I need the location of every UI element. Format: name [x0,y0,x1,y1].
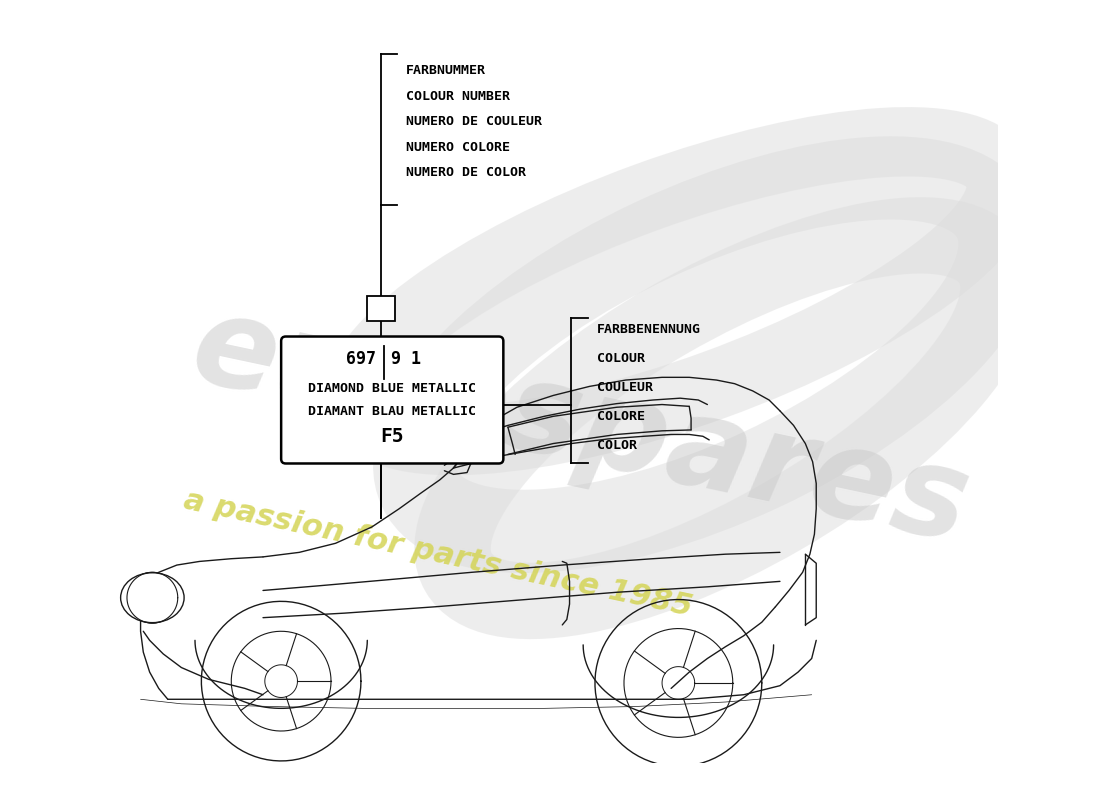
Text: NUMERO COLORE: NUMERO COLORE [406,141,510,154]
Ellipse shape [121,573,184,622]
Text: eurospares: eurospares [182,286,979,569]
Text: a passion for parts since 1985: a passion for parts since 1985 [182,486,695,622]
Text: FARBBENENNUNG: FARBBENENNUNG [597,323,701,336]
Text: F5: F5 [381,426,404,446]
Text: 697: 697 [346,350,376,368]
Text: 9 1: 9 1 [390,350,421,368]
Text: COLOUR: COLOUR [597,352,645,365]
Text: NUMERO DE COULEUR: NUMERO DE COULEUR [406,115,542,128]
Text: NUMERO DE COLOR: NUMERO DE COLOR [406,166,526,179]
Bar [367,296,395,321]
Text: COULEUR: COULEUR [597,381,652,394]
Text: COLOUR NUMBER: COLOUR NUMBER [406,90,510,103]
Text: DIAMOND BLUE METALLIC: DIAMOND BLUE METALLIC [308,382,476,394]
Text: DIAMANT BLAU METALLIC: DIAMANT BLAU METALLIC [308,406,476,418]
FancyBboxPatch shape [282,337,504,463]
Text: COLORE: COLORE [597,410,645,423]
Text: FARBNUMMER: FARBNUMMER [406,65,486,78]
Text: COLOR: COLOR [597,439,637,452]
